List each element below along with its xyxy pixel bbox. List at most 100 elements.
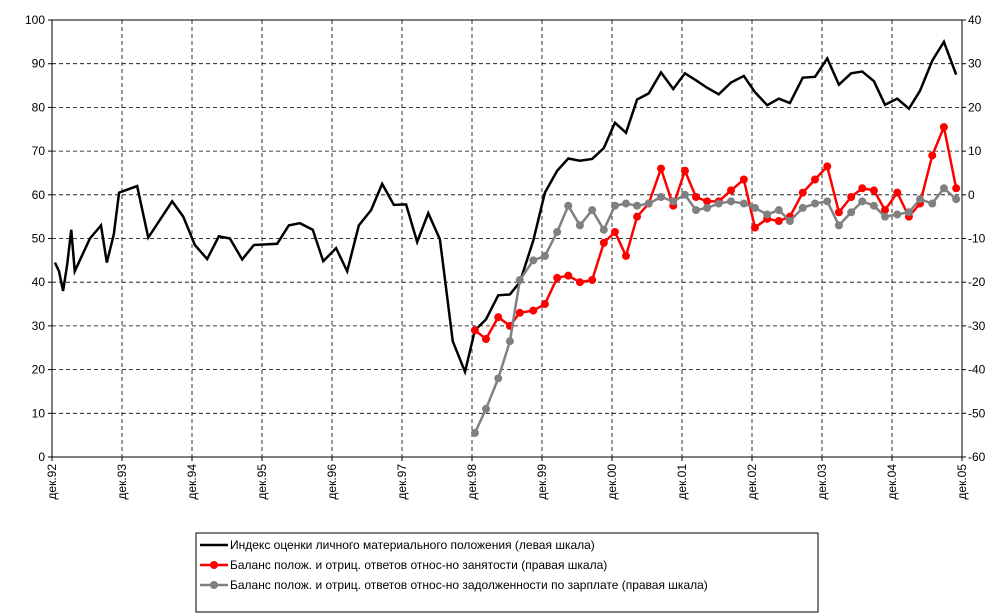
y2-tick-label: -30 bbox=[968, 319, 986, 333]
x-tick-label: дек.05 bbox=[955, 464, 969, 500]
series-marker bbox=[939, 184, 948, 193]
series-marker bbox=[823, 162, 832, 171]
series-marker bbox=[869, 186, 878, 195]
series-marker bbox=[893, 210, 902, 219]
series-marker bbox=[482, 335, 490, 344]
y2-tick-label: -50 bbox=[968, 406, 986, 420]
series-marker bbox=[692, 206, 700, 215]
series-marker bbox=[553, 227, 562, 236]
series-marker bbox=[952, 184, 961, 193]
y-tick-label: 60 bbox=[32, 188, 46, 202]
series-marker bbox=[916, 195, 924, 204]
series-marker bbox=[798, 203, 807, 212]
series-marker bbox=[739, 199, 748, 208]
series-marker bbox=[680, 190, 689, 199]
series-marker bbox=[588, 206, 597, 215]
series-marker bbox=[750, 223, 759, 232]
legend-label: Индекс оценки личного материального поло… bbox=[230, 538, 595, 552]
series-marker bbox=[928, 151, 937, 160]
series-marker bbox=[823, 197, 832, 206]
x-tick-label: дек.94 bbox=[185, 464, 199, 500]
y2-tick-label: 30 bbox=[968, 57, 982, 71]
series-marker bbox=[727, 197, 735, 206]
series-marker bbox=[599, 225, 608, 234]
series-marker bbox=[494, 374, 503, 383]
y2-tick-label: 0 bbox=[968, 188, 975, 202]
series-marker bbox=[858, 197, 867, 206]
series-marker bbox=[633, 212, 642, 221]
x-tick-label: дек.93 bbox=[115, 464, 129, 500]
series-marker bbox=[774, 206, 783, 215]
series-marker bbox=[847, 208, 856, 217]
series-marker bbox=[633, 201, 642, 210]
x-tick-label: дек.96 bbox=[325, 464, 339, 500]
y2-tick-label: -10 bbox=[968, 232, 986, 246]
series-marker bbox=[515, 276, 524, 285]
series-marker bbox=[564, 201, 573, 210]
series-marker bbox=[834, 208, 843, 217]
series-marker bbox=[714, 199, 723, 208]
series-marker bbox=[622, 199, 630, 208]
x-tick-label: дек.00 bbox=[605, 464, 619, 500]
series-marker bbox=[575, 278, 584, 287]
y-tick-label: 20 bbox=[32, 363, 46, 377]
series-marker bbox=[564, 271, 573, 280]
series-marker bbox=[540, 251, 549, 260]
y-tick-label: 100 bbox=[25, 13, 45, 27]
y-tick-label: 40 bbox=[32, 275, 46, 289]
series-marker bbox=[881, 206, 889, 215]
x-tick-label: дек.99 bbox=[535, 464, 549, 500]
series-marker bbox=[811, 199, 819, 208]
y2-tick-label: 10 bbox=[968, 144, 982, 158]
series-marker bbox=[482, 404, 490, 413]
series-marker bbox=[847, 192, 856, 201]
series-marker bbox=[893, 188, 902, 197]
series-marker bbox=[858, 184, 867, 193]
y-tick-label: 50 bbox=[32, 232, 46, 246]
series-marker bbox=[952, 195, 961, 204]
y-tick-label: 90 bbox=[32, 57, 46, 71]
legend-marker bbox=[210, 561, 218, 569]
series-marker bbox=[692, 192, 700, 201]
legend-label: Баланс полож. и отриц. ответов относ-но … bbox=[230, 558, 607, 572]
x-tick-label: дек.92 bbox=[45, 464, 59, 500]
y-tick-label: 10 bbox=[32, 406, 46, 420]
x-tick-label: дек.97 bbox=[395, 464, 409, 500]
y-tick-label: 80 bbox=[32, 100, 46, 114]
x-tick-label: дек.01 bbox=[675, 464, 689, 500]
x-tick-label: дек.98 bbox=[465, 464, 479, 500]
x-tick-label: дек.03 bbox=[815, 464, 829, 500]
series-marker bbox=[727, 186, 735, 195]
y2-tick-label: -20 bbox=[968, 275, 986, 289]
series-marker bbox=[811, 175, 819, 184]
x-tick-label: дек.04 bbox=[885, 464, 899, 500]
series-marker bbox=[798, 188, 807, 197]
y-tick-label: 30 bbox=[32, 319, 46, 333]
plot-frame bbox=[51, 19, 963, 458]
series-marker bbox=[774, 217, 783, 226]
series-marker bbox=[785, 217, 794, 226]
series-marker bbox=[657, 192, 665, 201]
series-marker bbox=[505, 337, 514, 346]
series-marker bbox=[834, 221, 843, 230]
legend-marker bbox=[210, 581, 218, 589]
series-marker bbox=[928, 199, 937, 208]
series-marker bbox=[599, 238, 608, 247]
series-marker bbox=[763, 210, 772, 219]
series-marker bbox=[939, 123, 948, 132]
series-marker bbox=[470, 326, 479, 335]
series-marker bbox=[622, 251, 630, 260]
series-line bbox=[473, 186, 957, 434]
series-marker bbox=[680, 166, 689, 175]
series-line bbox=[53, 39, 958, 376]
series-marker bbox=[669, 197, 678, 206]
series-marker bbox=[515, 308, 524, 317]
series-marker bbox=[644, 199, 653, 208]
series-marker bbox=[588, 276, 597, 285]
series-marker bbox=[470, 428, 479, 437]
y2-tick-label: 20 bbox=[968, 100, 982, 114]
series-marker bbox=[494, 313, 503, 322]
y2-tick-label: -40 bbox=[968, 363, 986, 377]
series-marker bbox=[657, 164, 665, 173]
